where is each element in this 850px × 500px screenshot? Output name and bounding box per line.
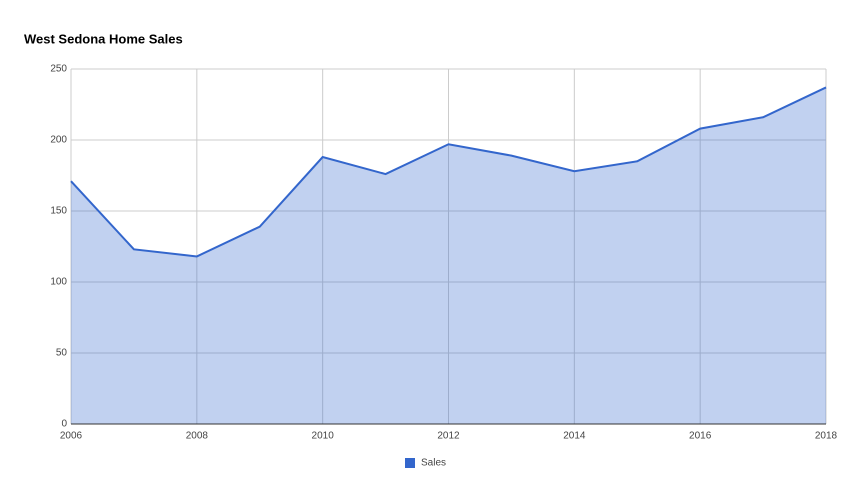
x-tick-label: 2006 [60, 431, 83, 442]
legend-label: Sales [421, 458, 446, 469]
y-tick-label: 100 [50, 277, 67, 288]
legend-swatch [405, 458, 415, 468]
y-tick-label: 200 [50, 135, 67, 146]
x-tick-label: 2016 [689, 431, 712, 442]
y-tick-label: 50 [56, 348, 68, 359]
x-tick-label: 2014 [563, 431, 586, 442]
chart-title: West Sedona Home Sales [24, 31, 183, 46]
y-tick-label: 0 [61, 419, 67, 430]
x-tick-label: 2012 [437, 431, 460, 442]
area [71, 87, 826, 425]
line [70, 86, 827, 258]
y-tick-label: 150 [50, 206, 67, 217]
x-tick-label: 2008 [186, 431, 209, 442]
y-tick-label: 250 [50, 64, 67, 75]
x-tick-label: 2010 [312, 431, 335, 442]
x-tick-label: 2018 [815, 431, 838, 442]
